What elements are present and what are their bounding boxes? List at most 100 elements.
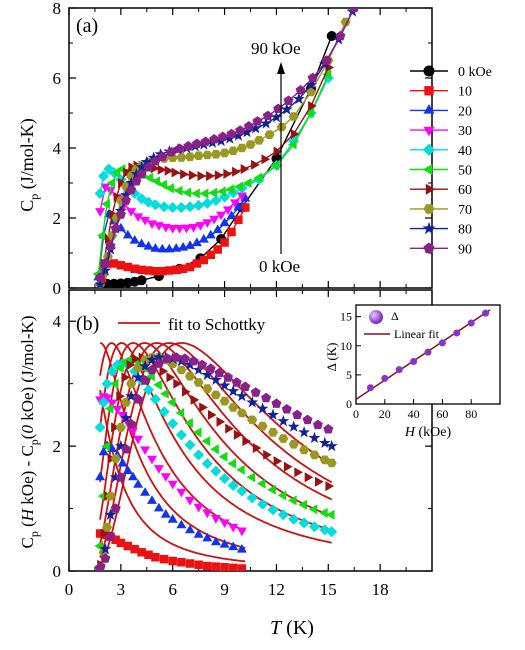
panel-a-point-30 — [230, 199, 240, 208]
panel-a-point-80 — [140, 155, 153, 168]
panel-a-point-10 — [241, 203, 250, 212]
panel-b-point-40 — [98, 396, 110, 408]
panel-a-point-50 — [322, 69, 332, 80]
panel-a-point-30 — [209, 215, 220, 225]
panel-b-point-90 — [231, 377, 242, 387]
panel-a-point-40 — [184, 201, 196, 213]
panel-a-point-20 — [185, 240, 195, 249]
panel-a-point-90 — [136, 169, 147, 179]
panel-b-point-60 — [199, 402, 208, 413]
panel-b-point-50 — [319, 507, 328, 518]
panel-b-point-70 — [326, 458, 337, 468]
panel-a-point-60 — [223, 168, 232, 179]
legend-marker-0 kOe — [423, 65, 435, 77]
panel-b-point-60 — [273, 456, 283, 467]
panel-b-point-60 — [126, 360, 136, 370]
panel-a-point-40 — [167, 202, 179, 213]
panel-b-point-70 — [247, 415, 258, 425]
panel-b-point-70 — [288, 439, 299, 449]
panel-b-point-90 — [179, 353, 190, 363]
inset-xlabel-unit: (kOe) — [415, 425, 451, 440]
panel-b-point-10 — [111, 535, 120, 545]
yl-open2: ( — [18, 433, 37, 439]
panel-b-point-10 — [116, 538, 126, 548]
panel-a-point-20 — [143, 240, 154, 250]
panel-b-point-80 — [120, 411, 132, 424]
panel-a-point-90 — [150, 156, 161, 166]
panel-a-point-40 — [210, 195, 222, 206]
panel-b-point-20 — [185, 524, 195, 534]
panel-a-point-20 — [198, 233, 209, 243]
panel-b-point-90 — [312, 419, 323, 430]
panel-a-point-40 — [193, 199, 205, 211]
panel-a-point-40 — [158, 201, 170, 213]
panel-a-point-60 — [251, 159, 260, 170]
yl-mid: kOe) - C — [18, 445, 37, 509]
panel-b-point-10 — [168, 556, 177, 566]
panel-b-point-80 — [139, 359, 151, 372]
panel-a-point-10 — [130, 264, 139, 273]
panel-b-point-30 — [107, 399, 118, 409]
panel-a-point-90 — [110, 223, 121, 233]
panel-b-point-20 — [153, 502, 164, 512]
panel-a-point-30 — [133, 213, 144, 222]
legend-label-10: 10 — [458, 85, 472, 100]
panel-a-point-90 — [143, 162, 154, 172]
panel-b-point-90 — [323, 424, 334, 434]
panel-b-point-70 — [193, 378, 204, 387]
panel-b-point-90 — [240, 381, 251, 391]
inset-xtick-label-1: 20 — [379, 407, 391, 421]
panel-b-point-80 — [277, 414, 290, 427]
panel-a-point-90 — [217, 131, 228, 141]
panel-a-point-60 — [188, 170, 198, 181]
panel-b-point-30 — [112, 405, 123, 415]
panel-b-point-30 — [140, 446, 150, 455]
panel-b-point-50 — [288, 495, 297, 506]
panel-a-point-10 — [165, 266, 174, 275]
panel-b-point-60 — [216, 416, 226, 427]
panel-b-point-40 — [288, 513, 300, 525]
panel-a-point-50 — [305, 108, 314, 118]
panel-b-point-10 — [159, 554, 169, 564]
panel-b-point-50 — [227, 458, 237, 469]
panel-b-point-30 — [102, 394, 112, 404]
inset-legend-fit: Linear fit — [394, 327, 440, 341]
yl-zero: 0 — [18, 425, 37, 434]
panel-b-point-60 — [315, 476, 324, 487]
panel-a-point-10 — [171, 265, 181, 275]
panel-label-a: (a) — [76, 15, 98, 37]
panel-a-point-50 — [288, 139, 297, 150]
panel-b-point-20 — [122, 465, 133, 474]
panel-b-point-40 — [167, 418, 179, 430]
panel-b-point-10 — [228, 563, 238, 571]
panel-b-point-70 — [278, 434, 289, 443]
panel-a-point-70 — [254, 136, 265, 145]
panel-b-point-60 — [283, 461, 293, 472]
panel-a-point-0 kOe — [136, 275, 147, 286]
panel-b-point-20 — [202, 532, 213, 542]
panel-b-point-20 — [147, 495, 157, 504]
panel-b-point-30 — [210, 515, 221, 524]
panel-b-point-70 — [268, 428, 278, 437]
panel-a-point-10 — [213, 245, 222, 254]
panel-a-point-70 — [202, 150, 213, 160]
panel-a-point-70 — [236, 143, 247, 153]
panel-b-point-30 — [133, 435, 144, 445]
panel-a-point-80 — [147, 151, 160, 163]
panel-a-point-90 — [273, 103, 284, 113]
panel-b-point-60 — [173, 378, 182, 389]
panel-b-point-70 — [176, 365, 187, 375]
panel-a-point-10 — [151, 266, 160, 276]
panel-a-point-10 — [192, 259, 202, 268]
panel-a-point-90 — [226, 128, 237, 139]
panel-b-point-30 — [219, 519, 230, 528]
panel-b-point-70 — [210, 390, 221, 400]
panel-b-point-80 — [146, 353, 158, 365]
panel-b-point-70 — [115, 423, 126, 432]
inset-point-6 — [453, 329, 461, 337]
panel-b-point-70 — [309, 450, 320, 460]
panel-a-point-60 — [164, 165, 174, 176]
panel-a-point-60 — [308, 101, 317, 111]
panel-b-point-40 — [298, 517, 310, 529]
panel-b-point-80 — [184, 358, 196, 370]
